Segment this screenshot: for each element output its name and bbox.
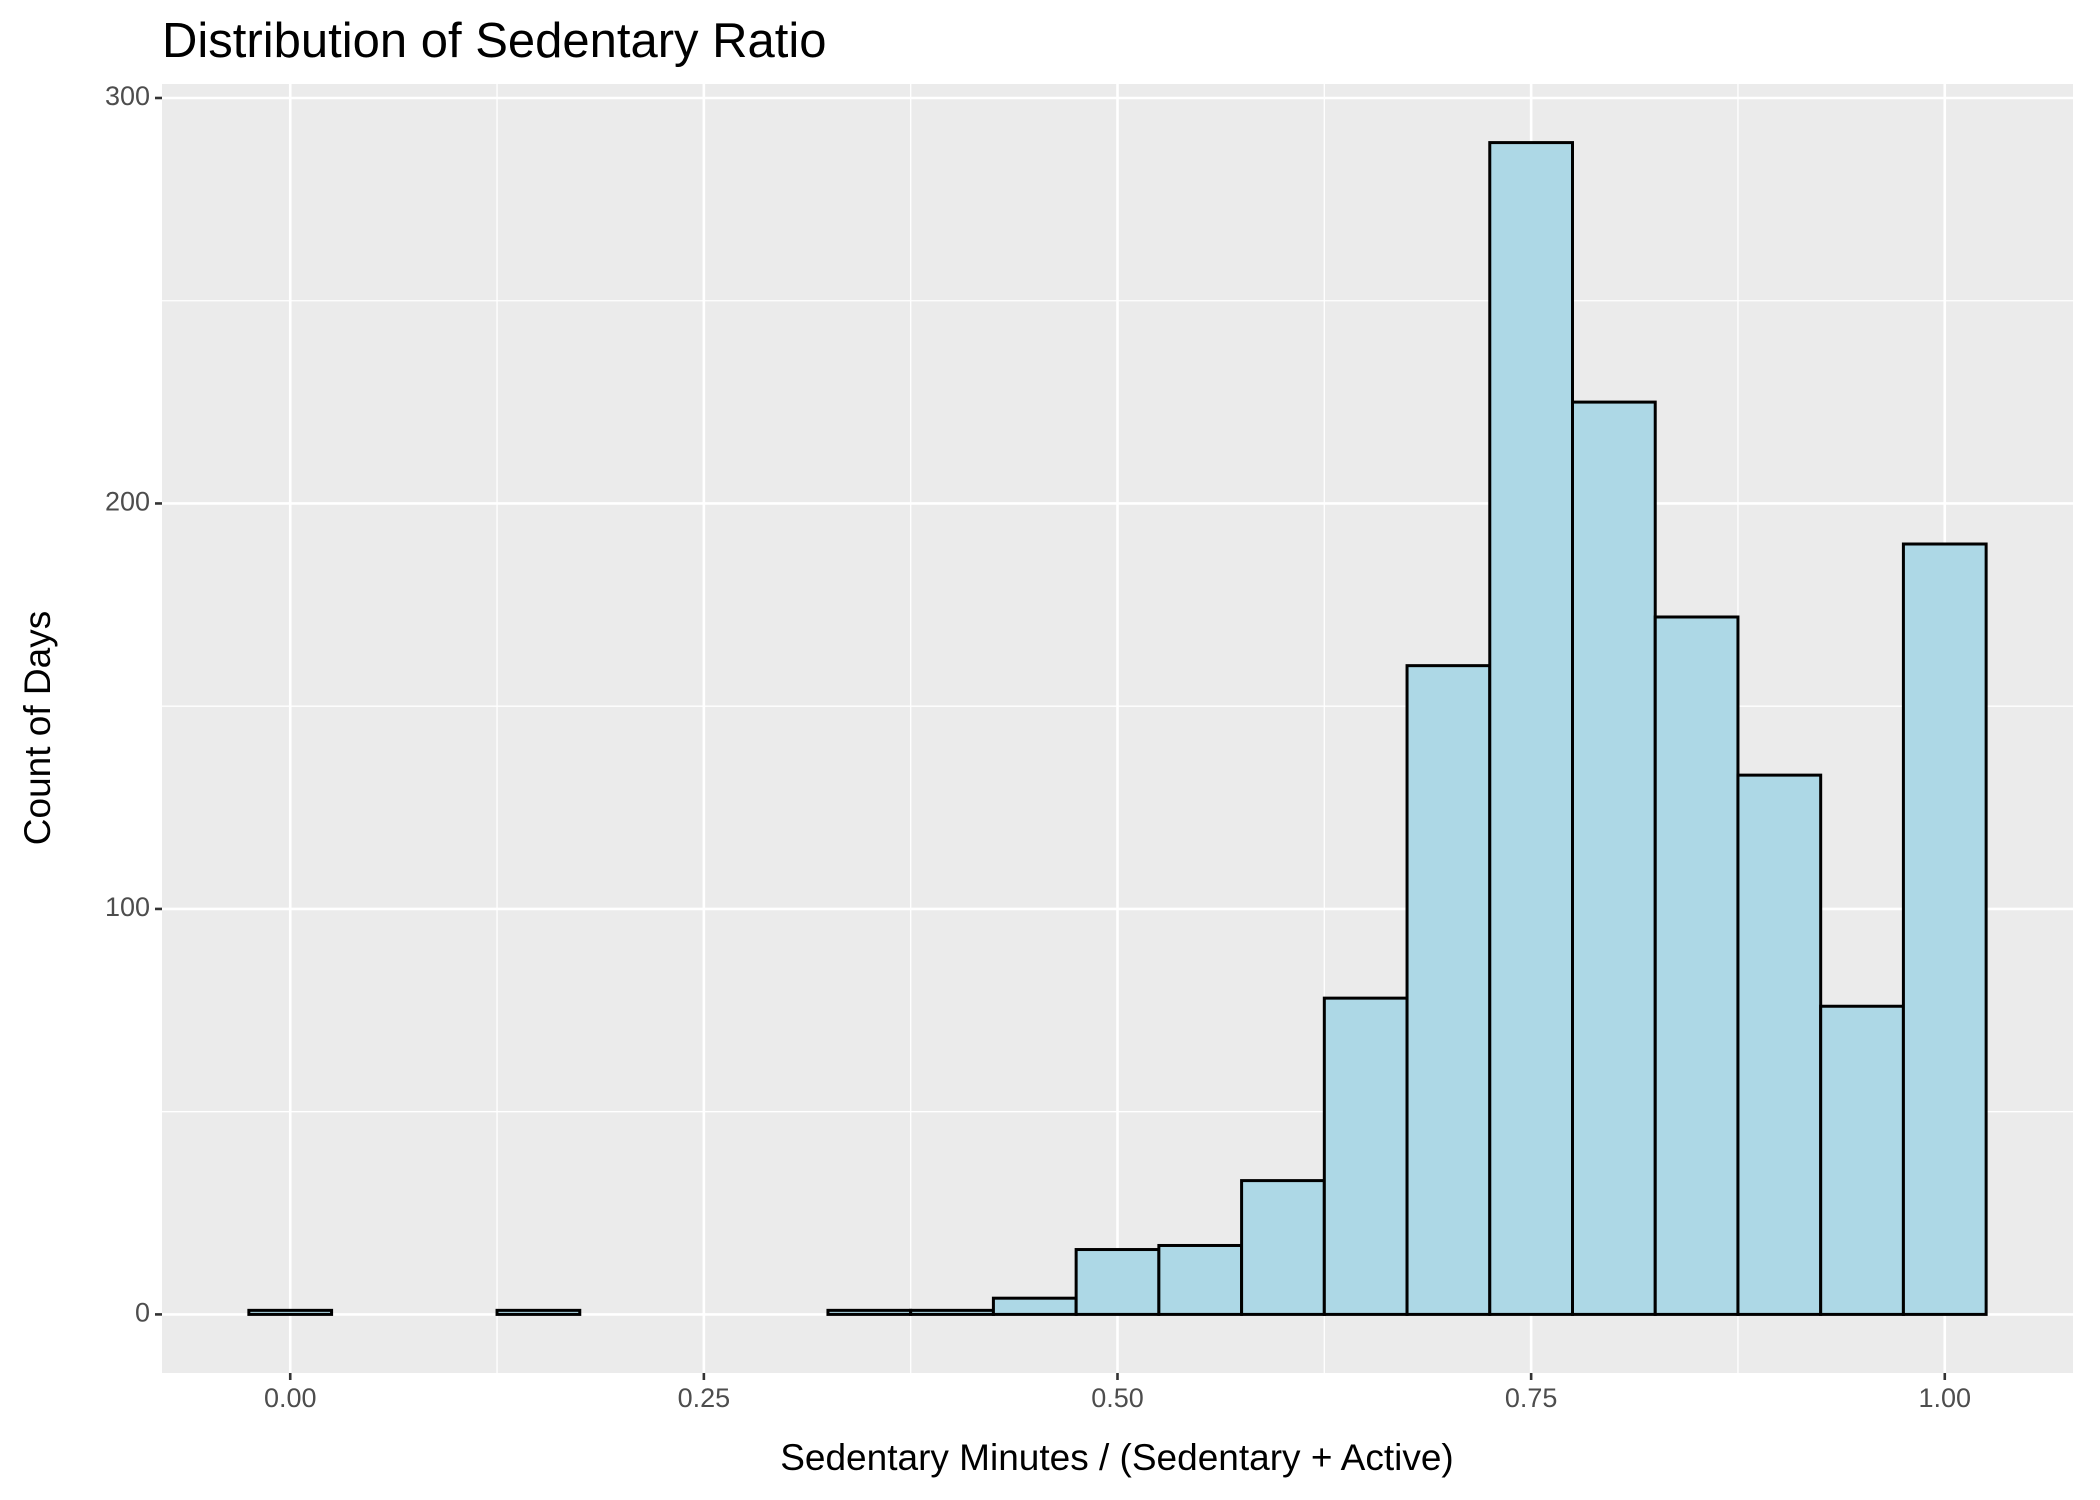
chart-title: Distribution of Sedentary Ratio xyxy=(162,14,827,68)
bar xyxy=(495,1308,582,1316)
bar xyxy=(1653,615,1740,1316)
x-tick-label: 0.50 xyxy=(1091,1383,1144,1413)
y-tick-label: 200 xyxy=(105,487,150,517)
bar xyxy=(1157,1243,1244,1316)
bar xyxy=(1901,542,1988,1316)
y-tick-label: 100 xyxy=(105,892,150,922)
x-tick-label: 0.75 xyxy=(1505,1383,1558,1413)
bar xyxy=(247,1308,334,1316)
bar xyxy=(1488,141,1574,1316)
bar xyxy=(1405,664,1492,1316)
y-tick-label: 300 xyxy=(105,81,150,111)
y-tick-label: 0 xyxy=(135,1298,150,1328)
bar xyxy=(1736,773,1823,1316)
y-axis-title: Count of Days xyxy=(17,611,58,845)
bar xyxy=(909,1308,995,1316)
x-tick-label: 0.00 xyxy=(264,1383,317,1413)
bar xyxy=(1819,1004,1905,1316)
bar xyxy=(1322,996,1409,1316)
bar xyxy=(826,1308,913,1316)
x-tick-label: 0.25 xyxy=(678,1383,731,1413)
bar xyxy=(1240,1179,1326,1316)
bar xyxy=(1571,400,1657,1316)
bar xyxy=(1074,1248,1161,1316)
x-axis-title: Sedentary Minutes / (Sedentary + Active) xyxy=(780,1437,1454,1478)
bar xyxy=(991,1296,1078,1316)
x-tick-label: 1.00 xyxy=(1918,1383,1971,1413)
